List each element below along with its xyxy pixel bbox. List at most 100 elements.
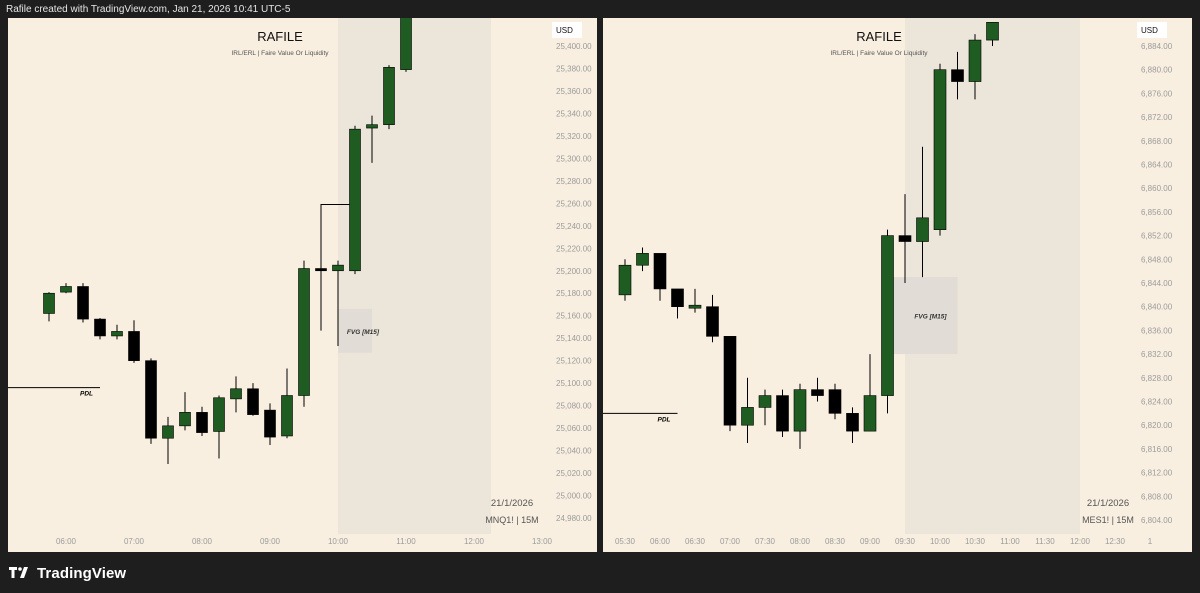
- x-tick-label: 07:00: [720, 537, 741, 546]
- fvg-zone: [338, 308, 372, 353]
- currency-label: USD: [1141, 26, 1158, 35]
- pdl-label: PDL: [658, 416, 671, 423]
- chart-subtitle: IRL/ERL | Faire Value Or Liquidity: [830, 50, 928, 57]
- y-tick-label: 6,868.00: [1141, 137, 1173, 146]
- x-tick-label: 09:00: [860, 537, 881, 546]
- footer-branding: TradingView: [9, 563, 126, 583]
- y-tick-label: 25,020.00: [556, 469, 592, 478]
- x-tick-label: 12:30: [1105, 537, 1126, 546]
- symbol-label: MNQ1! | 15M: [485, 515, 538, 525]
- x-tick-label: 07:00: [124, 537, 145, 546]
- y-tick-label: 6,812.00: [1141, 469, 1173, 478]
- candle-body: [281, 395, 293, 437]
- candle-body: [179, 412, 191, 427]
- candle-body: [863, 395, 877, 432]
- x-tick-label: 11:00: [396, 537, 416, 546]
- candle-body: [706, 306, 719, 337]
- candle-body: [366, 124, 378, 129]
- y-tick-label: 25,220.00: [556, 244, 592, 253]
- y-tick-label: 24,980.00: [556, 514, 592, 523]
- x-tick-label: 07:30: [755, 537, 776, 546]
- y-tick-label: 6,828.00: [1141, 374, 1173, 383]
- candle-body: [811, 389, 824, 396]
- candle-body: [196, 412, 208, 433]
- candle-body: [776, 395, 789, 432]
- candle-body: [77, 286, 89, 320]
- fvg-label: FVG [M15]: [914, 314, 947, 321]
- y-tick-label: 25,400.00: [556, 42, 592, 51]
- y-tick-label: 6,872.00: [1141, 113, 1173, 122]
- chart-svg-left[interactable]: FVG [M15] PDL RAFILE IRL/ERL | Faire Value …: [8, 18, 597, 552]
- candle-body: [986, 22, 999, 41]
- candle-body: [60, 286, 72, 293]
- session-zone: [338, 18, 491, 534]
- candle-body: [332, 264, 344, 272]
- fvg-zone: [887, 277, 958, 355]
- candle-body: [671, 288, 684, 307]
- candle-body: [213, 397, 225, 432]
- x-tick-label: 09:00: [260, 537, 281, 546]
- x-tick-label: 10:00: [930, 537, 951, 546]
- y-tick-label: 6,824.00: [1141, 398, 1173, 407]
- candle-body: [400, 18, 412, 70]
- candle-body: [636, 253, 649, 266]
- candle-body: [383, 67, 395, 125]
- y-tick-label: 25,280.00: [556, 177, 592, 186]
- y-tick-label: 25,000.00: [556, 492, 592, 501]
- candle-body: [916, 217, 929, 242]
- candle-body: [741, 407, 754, 426]
- candle-body: [898, 235, 912, 242]
- y-tick-label: 25,320.00: [556, 132, 592, 141]
- candle-body: [43, 292, 55, 314]
- candle-body: [846, 413, 859, 432]
- y-tick-label: 6,836.00: [1141, 326, 1173, 335]
- chart-header-text: Rafile created with TradingView.com, Jan…: [6, 4, 291, 15]
- x-tick-label: 05:30: [615, 537, 636, 546]
- candle-body: [968, 39, 982, 82]
- y-tick-label: 6,856.00: [1141, 208, 1173, 217]
- chart-panel-right[interactable]: FVG [M15] PDL RAFILE IRL/ERL | Faire Value …: [603, 18, 1192, 552]
- currency-badge: [1137, 22, 1167, 38]
- candle-body: [315, 268, 327, 272]
- x-tick-label: 11:00: [1000, 537, 1020, 546]
- y-tick-label: 25,200.00: [556, 267, 592, 276]
- y-tick-label: 6,840.00: [1141, 303, 1173, 312]
- y-tick-label: 25,120.00: [556, 357, 592, 366]
- candle-body: [881, 235, 894, 396]
- x-tick-label: 08:00: [192, 537, 213, 546]
- fvg-label: FVG [M15]: [347, 329, 380, 336]
- y-tick-label: 25,340.00: [556, 109, 592, 118]
- x-tick-label: 10:00: [328, 537, 349, 546]
- x-tick-label: 09:30: [895, 537, 916, 546]
- chart-panel-left[interactable]: FVG [M15] PDL RAFILE IRL/ERL | Faire Value …: [8, 18, 597, 552]
- y-tick-label: 6,816.00: [1141, 445, 1173, 454]
- chart-title: RAFILE: [856, 29, 902, 44]
- x-tick-label: 06:00: [56, 537, 77, 546]
- candle-body: [111, 331, 123, 337]
- x-tick-label: 08:00: [790, 537, 811, 546]
- x-tick-label: 1: [1148, 537, 1153, 546]
- y-tick-label: 25,180.00: [556, 289, 592, 298]
- y-tick-label: 6,860.00: [1141, 184, 1173, 193]
- pdl-label: PDL: [80, 391, 93, 398]
- footer-brand-text: TradingView: [37, 564, 127, 582]
- candle-body: [653, 253, 667, 290]
- currency-label: USD: [556, 26, 573, 35]
- x-tick-label: 13:00: [532, 537, 553, 546]
- candle-body: [933, 69, 947, 230]
- x-tick-label: 12:00: [1070, 537, 1091, 546]
- y-tick-label: 6,832.00: [1141, 350, 1173, 359]
- candle-body: [128, 331, 140, 361]
- y-tick-label: 6,820.00: [1141, 421, 1173, 430]
- candle-body: [758, 395, 772, 408]
- y-tick-label: 6,864.00: [1141, 161, 1173, 170]
- candle-body: [247, 388, 259, 415]
- candle-body: [298, 268, 310, 396]
- candle-body: [349, 128, 361, 272]
- date-label: 21/1/2026: [491, 498, 533, 509]
- chart-svg-right[interactable]: FVG [M15] PDL RAFILE IRL/ERL | Faire Value …: [603, 18, 1192, 552]
- y-tick-label: 6,848.00: [1141, 255, 1173, 264]
- candle-body: [162, 425, 174, 439]
- x-tick-label: 06:00: [650, 537, 671, 546]
- y-tick-label: 6,844.00: [1141, 279, 1173, 288]
